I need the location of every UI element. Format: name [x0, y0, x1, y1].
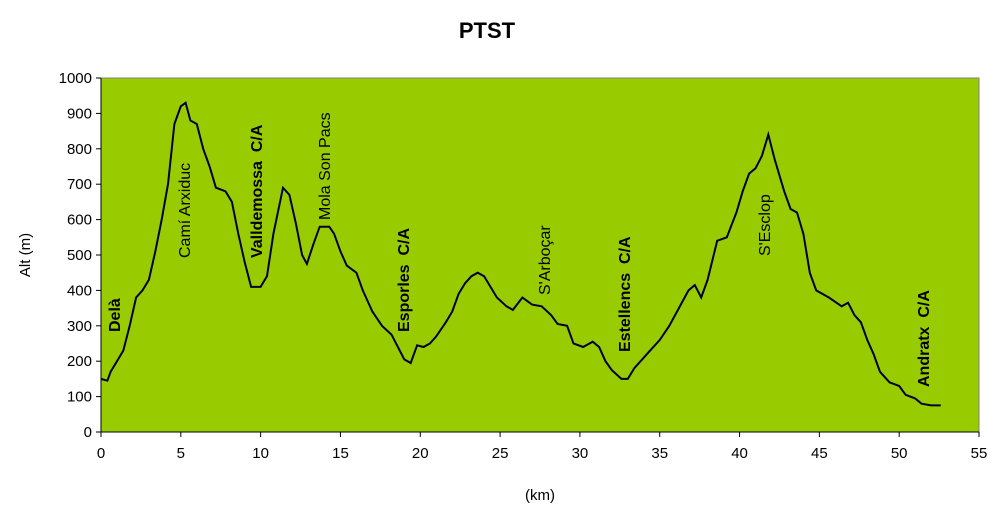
y-tick-label: 0 [84, 424, 92, 441]
y-tick-label: 800 [67, 141, 92, 158]
x-axis-label: (km) [525, 487, 555, 504]
x-tick-label: 30 [572, 445, 589, 462]
annotation: S'Esclop [757, 194, 774, 256]
chart-title: PTST [459, 18, 516, 43]
x-tick-label: 40 [731, 445, 748, 462]
plot-area [100, 77, 980, 433]
y-tick-label: 400 [67, 282, 92, 299]
y-axis-label: Alt (m) [17, 233, 34, 277]
annotation: Estellencs C/A [617, 236, 634, 352]
x-tick-label: 0 [97, 445, 105, 462]
y-tick-label: 100 [67, 389, 92, 406]
x-tick-label: 10 [252, 445, 269, 462]
profile-line [100, 101, 941, 407]
annotation: Mola Son Pacs [317, 112, 334, 220]
y-tick-label: 900 [67, 105, 92, 122]
annotation: Esporles C/A [396, 228, 413, 332]
x-tick-label: 50 [891, 445, 908, 462]
annotation: Delà [107, 298, 124, 332]
y-tick-label: 600 [67, 212, 92, 229]
x-tick-label: 5 [177, 445, 185, 462]
annotation: S'Arboçar [537, 225, 554, 295]
y-tick-label: 200 [67, 353, 92, 370]
x-tick-label: 35 [651, 445, 668, 462]
x-tick-label: 45 [811, 445, 828, 462]
x-tick-label: 55 [971, 445, 988, 462]
annotation: Andratx C/A [916, 290, 933, 387]
y-tick-label: 700 [67, 176, 92, 193]
x-tick-label: 20 [412, 445, 429, 462]
x-tick-label: 25 [492, 445, 509, 462]
y-tick-label: 500 [67, 247, 92, 264]
annotation: Camí Arxiduc [177, 163, 194, 258]
annotation: Valldemossa C/A [249, 124, 266, 258]
x-tick-label: 15 [332, 445, 349, 462]
y-tick-label: 1000 [59, 70, 92, 87]
y-tick-label: 300 [67, 318, 92, 335]
